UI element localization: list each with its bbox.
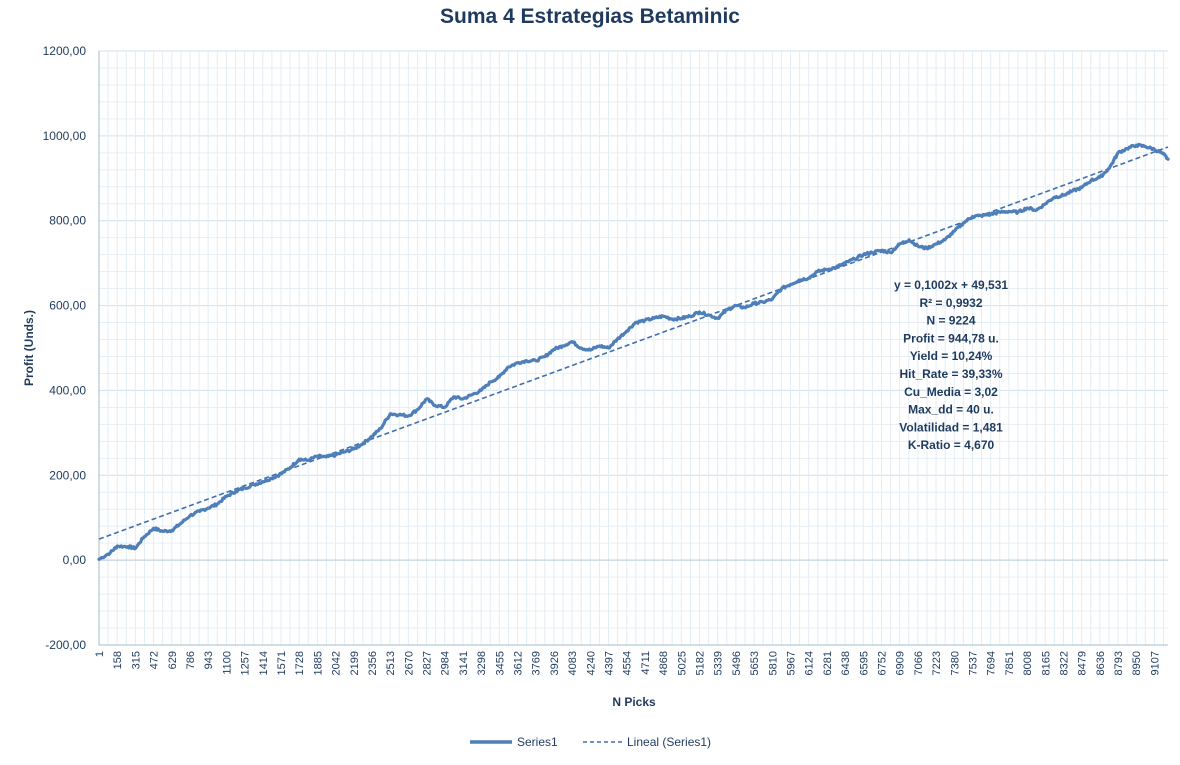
x-tick-label: 472 bbox=[149, 651, 161, 669]
x-tick-label: 1100 bbox=[221, 651, 233, 675]
x-tick-label: 6909 bbox=[895, 651, 907, 675]
x-tick-label: 4711 bbox=[640, 651, 652, 675]
x-tick-label: 8008 bbox=[1022, 651, 1034, 675]
x-tick-label: 8950 bbox=[1131, 651, 1143, 675]
y-tick-label: 800,00 bbox=[49, 214, 86, 228]
x-tick-label: 2042 bbox=[331, 651, 343, 675]
x-tick-label: 3926 bbox=[549, 651, 561, 675]
trendline-path bbox=[98, 146, 1169, 540]
series bbox=[97, 142, 1170, 561]
y-axis-title: Profit (Unds.) bbox=[22, 310, 36, 386]
x-tick-label: 786 bbox=[185, 651, 197, 669]
stat-line: K-Ratio = 4,670 bbox=[908, 438, 995, 452]
x-tick-label: 1885 bbox=[312, 651, 324, 675]
x-tick-label: 6595 bbox=[858, 651, 870, 675]
legend-series1-label: Series1 bbox=[517, 735, 558, 749]
x-tick-label: 315 bbox=[130, 651, 142, 669]
x-tick-label: 5182 bbox=[695, 651, 707, 675]
x-tick-label: 3769 bbox=[531, 651, 543, 675]
x-tick-label: 7066 bbox=[913, 651, 925, 675]
x-tick-label: 3141 bbox=[458, 651, 470, 675]
x-tick-label: 4397 bbox=[604, 651, 616, 675]
chart-title: Suma 4 Estrategias Betaminic bbox=[440, 5, 740, 28]
stat-line: N = 9224 bbox=[926, 314, 975, 328]
y-tick-labels: 1200,00 1000,00 800,00 600,00 400,00 200,00 0,… bbox=[43, 44, 87, 652]
series1-line bbox=[97, 142, 1170, 561]
x-tick-label: 2984 bbox=[440, 651, 452, 675]
x-tick-label: 5967 bbox=[785, 651, 797, 675]
x-tick-label: 7851 bbox=[1004, 651, 1016, 675]
x-tick-label: 2670 bbox=[403, 651, 415, 675]
stat-line: Cu_Media = 3,02 bbox=[904, 385, 998, 399]
x-tick-label: 6281 bbox=[822, 651, 834, 675]
x-tick-label: 1414 bbox=[258, 651, 270, 675]
x-tick-label: 8479 bbox=[1077, 651, 1089, 675]
stat-line: Yield = 10,24% bbox=[910, 349, 993, 363]
stats-annotation: y = 0,1002x + 49,531 R² = 0,9932 N = 9224 P… bbox=[894, 278, 1008, 452]
x-tick-label: 629 bbox=[167, 651, 179, 669]
x-tick-label: 2199 bbox=[349, 651, 361, 675]
x-tick-label: 7380 bbox=[949, 651, 961, 675]
x-tick-label: 6438 bbox=[840, 651, 852, 675]
x-tick-label: 1571 bbox=[276, 651, 288, 675]
axes bbox=[98, 51, 1168, 646]
x-tick-label: 8165 bbox=[1040, 651, 1052, 675]
x-tick-label: 3612 bbox=[513, 651, 525, 675]
stat-line: Volatilidad = 1,481 bbox=[899, 420, 1003, 434]
x-tick-label: 5339 bbox=[713, 651, 725, 675]
x-tick-label: 5653 bbox=[749, 651, 761, 675]
y-tick-label: 400,00 bbox=[49, 383, 86, 397]
x-tick-label: 158 bbox=[112, 651, 124, 669]
x-tick-label: 7694 bbox=[986, 651, 998, 675]
x-tick-label: 7223 bbox=[931, 651, 943, 675]
trendline bbox=[98, 146, 1169, 540]
x-tick-label: 1 bbox=[94, 651, 106, 657]
y-tick-label: 200,00 bbox=[49, 468, 86, 482]
x-tick-label: 6752 bbox=[876, 651, 888, 675]
x-tick-label: 3455 bbox=[494, 651, 506, 675]
y-tick-label: 1000,00 bbox=[43, 129, 87, 143]
x-tick-label: 5810 bbox=[767, 651, 779, 675]
legend: Series1 Lineal (Series1) bbox=[470, 735, 711, 749]
x-tick-label: 9107 bbox=[1149, 651, 1161, 675]
y-tick-label: -200,00 bbox=[45, 638, 86, 652]
x-tick-label: 8636 bbox=[1095, 651, 1107, 675]
stat-line: Profit = 944,78 u. bbox=[903, 331, 999, 345]
x-tick-label: 3298 bbox=[476, 651, 488, 675]
x-tick-label: 2513 bbox=[385, 651, 397, 675]
stat-line: Hit_Rate = 39,33% bbox=[899, 367, 1002, 381]
x-tick-label: 2827 bbox=[422, 651, 434, 675]
x-tick-label: 6124 bbox=[804, 651, 816, 675]
x-tick-label: 5496 bbox=[731, 651, 743, 675]
x-axis-title: N Picks bbox=[612, 695, 656, 709]
grid bbox=[98, 50, 1168, 646]
x-tick-label: 2356 bbox=[367, 651, 379, 675]
stat-line: R² = 0,9932 bbox=[919, 296, 982, 310]
x-tick-label: 5025 bbox=[676, 651, 688, 675]
x-tick-label: 7537 bbox=[967, 651, 979, 675]
x-tick-label: 4868 bbox=[658, 651, 670, 675]
y-tick-label: 600,00 bbox=[49, 299, 86, 313]
x-tick-label: 4083 bbox=[567, 651, 579, 675]
y-tick-label: 0,00 bbox=[63, 553, 87, 567]
x-tick-label: 943 bbox=[203, 651, 215, 669]
x-tick-label: 8322 bbox=[1058, 651, 1070, 675]
stat-line: y = 0,1002x + 49,531 bbox=[894, 278, 1008, 292]
x-tick-label: 8793 bbox=[1113, 651, 1125, 675]
x-tick-label: 1257 bbox=[240, 651, 252, 675]
x-tick-label: 1728 bbox=[294, 651, 306, 675]
x-tick-label: 4554 bbox=[622, 651, 634, 675]
legend-trend-label: Lineal (Series1) bbox=[627, 735, 711, 749]
x-tick-labels: 1 158 315 472 629 786 943 1100 1257 1414 1571 1728 1… bbox=[94, 651, 1161, 675]
stat-line: Max_dd = 40 u. bbox=[908, 403, 994, 417]
x-tick-label: 4240 bbox=[585, 651, 597, 675]
y-tick-label: 1200,00 bbox=[43, 44, 87, 58]
